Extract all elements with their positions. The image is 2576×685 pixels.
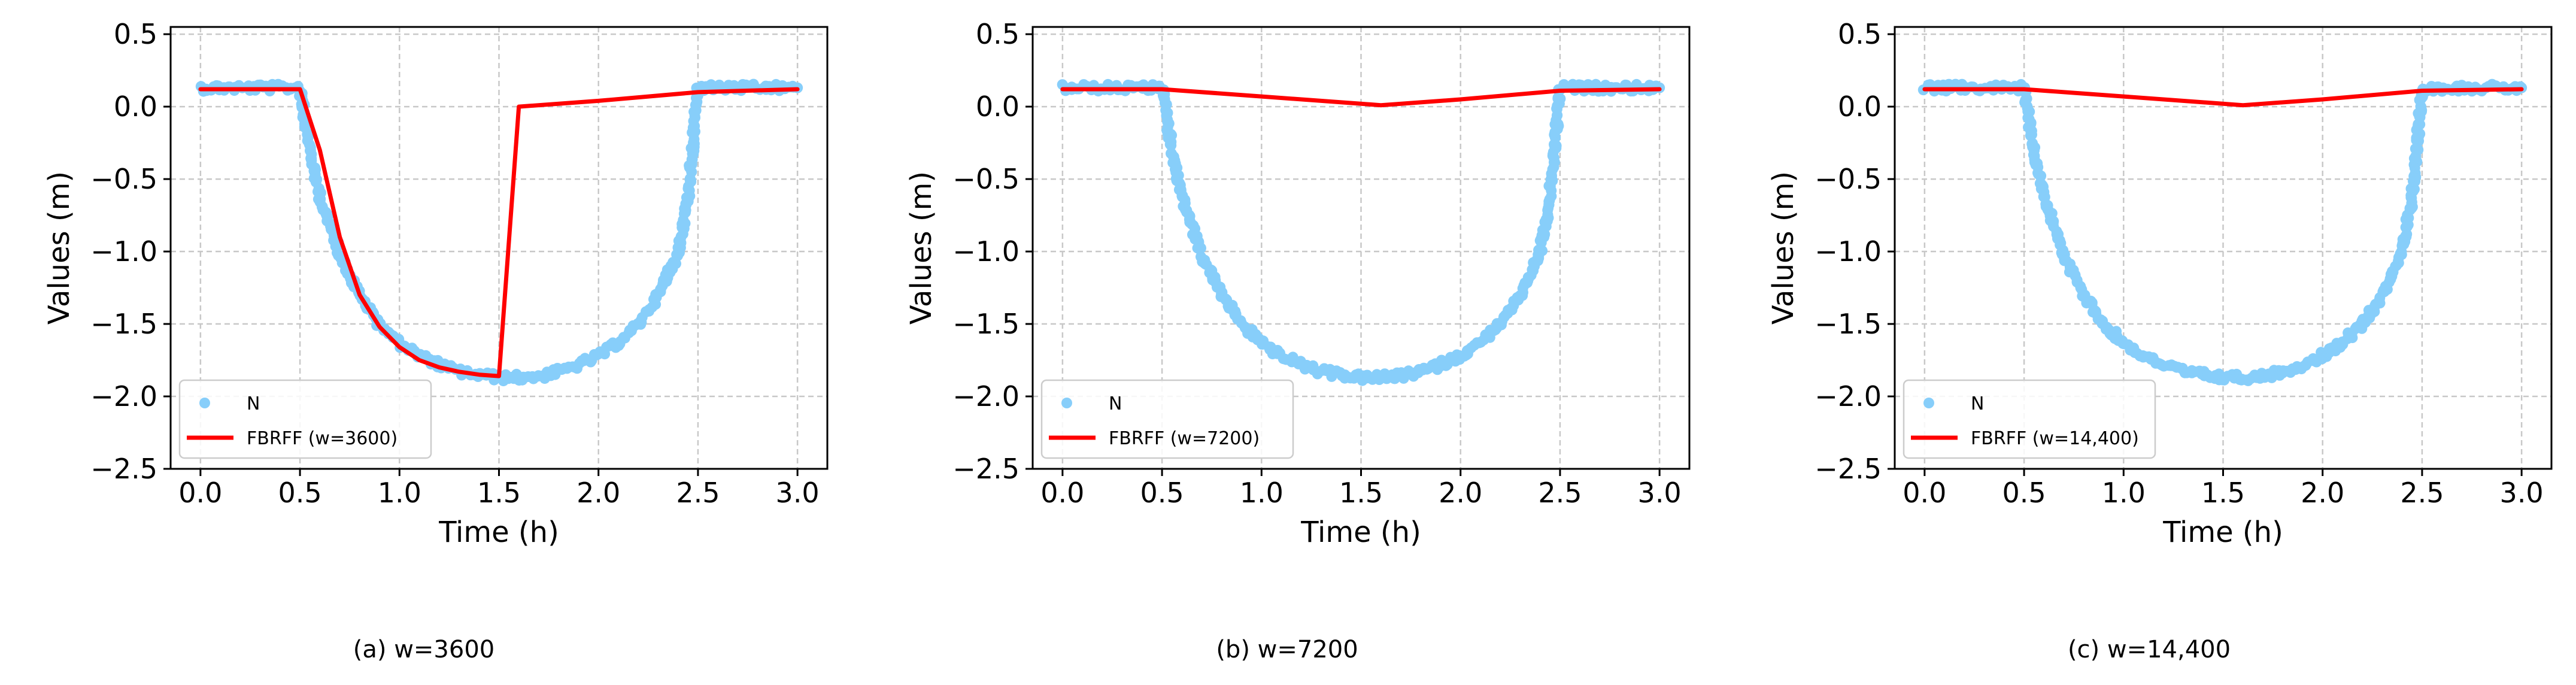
chart-panel-1: 0.0 0.5 1.0 1.5 2.0 2.5 3.0 0.5 0.0 −0.5 −1.0 −1.5 −…: [905, 18, 1691, 549]
x-axis-label: Time (h): [438, 516, 559, 549]
y-tick-label: 0.0: [114, 90, 157, 123]
legend: N FBRFF (w=14,400): [1903, 379, 2156, 459]
data-point: [2400, 222, 2411, 233]
y-tick-label: 0.5: [1838, 18, 1882, 50]
y-tick-label: −2.5: [1815, 453, 1882, 485]
scatter-series-N: [195, 78, 803, 387]
x-tick-label: 1.5: [1339, 477, 1383, 509]
y-tick-label: 0.0: [976, 90, 1020, 123]
legend-marker-scatter: [1061, 398, 1072, 408]
x-tick-label: 1.0: [2102, 477, 2146, 509]
scatter-series-N: [1917, 78, 2528, 386]
y-tick-label: −1.0: [1815, 235, 1882, 268]
y-axis-label: Values (m): [1767, 171, 1800, 325]
y-tick-label: −1.5: [1815, 308, 1882, 340]
caption-b: (b) w=7200: [1216, 636, 1358, 663]
line-series-FBRFF (w=14,400): [1922, 87, 2524, 108]
legend-box: [178, 379, 432, 459]
x-tick-label: 1.5: [477, 477, 521, 509]
x-tick-label: 3.0: [1638, 477, 1682, 509]
x-tick-label: 3.0: [2500, 477, 2544, 509]
x-tick-label: 0.5: [2002, 477, 2046, 509]
y-tick-label: −0.5: [90, 163, 157, 195]
legend-label: N: [247, 393, 260, 414]
legend-label: FBRFF (w=7200): [1109, 428, 1260, 449]
y-tick-label: −0.5: [1815, 163, 1882, 195]
x-tick-label: 1.0: [378, 477, 421, 509]
x-tick-label: 2.5: [676, 477, 720, 509]
line-series-FBRFF (w=3600): [198, 87, 800, 378]
legend: N FBRFF (w=3600): [178, 379, 432, 459]
y-tick-label: −2.0: [952, 380, 1020, 413]
legend-label: FBRFF (w=14,400): [1971, 428, 2139, 449]
x-tick-label: 3.0: [776, 477, 820, 509]
y-tick-label: −1.5: [90, 308, 157, 340]
x-tick-label: 1.5: [2201, 477, 2245, 509]
x-tick-label: 2.5: [1538, 477, 1582, 509]
caption-a: (a) w=3600: [353, 636, 495, 663]
x-tick-label: 0.0: [1903, 477, 1946, 509]
legend-marker-scatter: [1923, 398, 1934, 408]
x-tick-label: 2.0: [1439, 477, 1482, 509]
y-axis-label: Values (m): [43, 171, 76, 325]
legend-box: [1040, 379, 1294, 459]
x-tick-label: 0.0: [178, 477, 222, 509]
y-tick-label: −2.5: [90, 453, 157, 485]
x-tick-label: 1.0: [1240, 477, 1284, 509]
legend-label: N: [1109, 393, 1122, 414]
chart-panel-0: 0.0 0.5 1.0 1.5 2.0 2.5 3.0 0.5 0.0 −0.5 −1.0 −1.5 −…: [43, 18, 829, 549]
x-tick-label: 0.0: [1040, 477, 1084, 509]
y-axis-label: Values (m): [905, 171, 938, 325]
legend: N FBRFF (w=7200): [1040, 379, 1294, 459]
legend-marker-scatter: [199, 398, 210, 408]
x-tick-label: 2.0: [2301, 477, 2344, 509]
caption-c: (c) w=14,400: [2067, 636, 2231, 663]
x-axis-label: Time (h): [2162, 516, 2283, 549]
chart-panel-2: 0.0 0.5 1.0 1.5 2.0 2.5 3.0 0.5 0.0 −0.5 −1.0 −1.5 −…: [1767, 18, 2553, 549]
x-tick-label: 2.0: [577, 477, 620, 509]
line-series-FBRFF (w=7200): [1060, 87, 1662, 108]
scatter-series-N: [1057, 78, 1665, 386]
data-point: [1164, 139, 1176, 150]
y-tick-label: −1.0: [952, 235, 1020, 268]
y-tick-label: −2.0: [1815, 380, 1882, 413]
y-tick-label: −1.0: [90, 235, 157, 268]
x-tick-label: 2.5: [2400, 477, 2444, 509]
legend-label: FBRFF (w=3600): [247, 428, 398, 449]
legend-label: N: [1971, 393, 1984, 414]
y-tick-label: 0.5: [976, 18, 1020, 50]
legend-box: [1903, 379, 2156, 459]
y-tick-label: 0.5: [114, 18, 157, 50]
y-tick-label: −2.5: [952, 453, 1020, 485]
y-tick-label: −1.5: [952, 308, 1020, 340]
x-tick-label: 0.5: [278, 477, 321, 509]
y-tick-label: −0.5: [952, 163, 1020, 195]
y-tick-label: −2.0: [90, 380, 157, 413]
x-axis-label: Time (h): [1300, 516, 1421, 549]
x-tick-label: 0.5: [1140, 477, 1184, 509]
y-tick-label: 0.0: [1838, 90, 1882, 123]
